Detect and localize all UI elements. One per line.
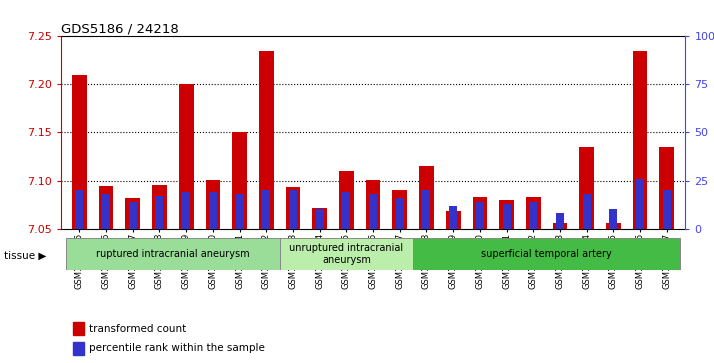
Bar — [606, 223, 620, 229]
Bar — [526, 197, 540, 229]
FancyBboxPatch shape — [413, 238, 680, 270]
Bar — [259, 51, 273, 229]
Bar — [660, 147, 674, 229]
Text: superficial temporal artery: superficial temporal artery — [481, 249, 612, 259]
Bar — [129, 202, 137, 229]
Bar — [339, 171, 353, 229]
Bar — [369, 194, 377, 229]
Bar — [366, 180, 381, 229]
Bar — [209, 192, 217, 229]
Bar — [76, 190, 84, 229]
Bar — [286, 187, 301, 229]
Bar — [503, 204, 511, 229]
Bar — [579, 147, 594, 229]
Bar — [99, 186, 114, 229]
Bar — [663, 190, 670, 229]
Bar — [529, 202, 537, 229]
Bar — [342, 192, 351, 229]
FancyBboxPatch shape — [66, 238, 280, 270]
Bar — [232, 132, 247, 229]
Bar — [178, 84, 193, 229]
Bar — [553, 223, 568, 229]
Bar — [182, 192, 190, 229]
Bar — [499, 200, 514, 229]
Bar — [583, 194, 590, 229]
Text: ruptured intracranial aneurysm: ruptured intracranial aneurysm — [96, 249, 250, 259]
Text: GDS5186 / 24218: GDS5186 / 24218 — [61, 22, 178, 35]
Text: transformed count: transformed count — [89, 324, 186, 334]
Text: percentile rank within the sample: percentile rank within the sample — [89, 343, 265, 354]
Bar — [556, 213, 564, 229]
Bar — [126, 198, 140, 229]
Bar — [74, 342, 84, 355]
Bar — [156, 196, 164, 229]
Bar — [393, 190, 407, 229]
Bar — [636, 179, 644, 229]
Bar — [423, 190, 431, 229]
Bar — [449, 205, 457, 229]
Bar — [312, 208, 327, 229]
Bar — [609, 209, 618, 229]
Bar — [633, 51, 648, 229]
Bar — [74, 322, 84, 335]
Bar — [446, 211, 461, 229]
Text: tissue ▶: tissue ▶ — [4, 251, 46, 261]
FancyBboxPatch shape — [280, 238, 413, 270]
Bar — [236, 194, 243, 229]
Bar — [206, 180, 220, 229]
Bar — [396, 198, 404, 229]
Bar — [72, 75, 86, 229]
Text: unruptured intracranial
aneurysm: unruptured intracranial aneurysm — [289, 243, 403, 265]
Bar — [473, 197, 487, 229]
Bar — [102, 194, 110, 229]
Bar — [316, 209, 323, 229]
Bar — [289, 190, 297, 229]
Bar — [419, 166, 434, 229]
Bar — [152, 185, 167, 229]
Bar — [476, 202, 484, 229]
Bar — [262, 190, 271, 229]
